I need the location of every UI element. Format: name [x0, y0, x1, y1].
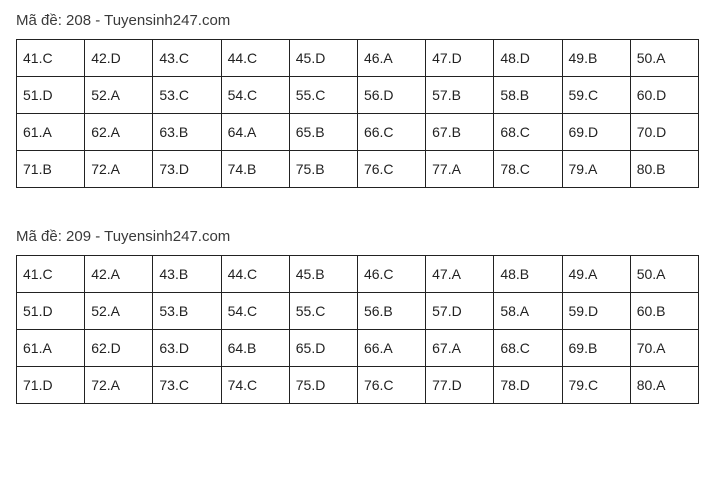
answer-cell: 60.B [630, 293, 698, 330]
answer-cell: 53.B [153, 293, 221, 330]
answer-cell: 71.B [17, 151, 85, 188]
answer-block-1: Mã đề: 209 - Tuyensinh247.com 41.C42.A43.… [16, 228, 699, 404]
answer-cell: 42.A [85, 256, 153, 293]
answer-cell: 53.C [153, 77, 221, 114]
answer-cell: 58.B [494, 77, 562, 114]
answer-cell: 65.B [289, 114, 357, 151]
answer-cell: 64.B [221, 330, 289, 367]
answer-cell: 63.B [153, 114, 221, 151]
answer-cell: 41.C [17, 256, 85, 293]
answer-cell: 74.B [221, 151, 289, 188]
answer-cell: 69.D [562, 114, 630, 151]
answer-cell: 68.C [494, 330, 562, 367]
answer-cell: 58.A [494, 293, 562, 330]
answer-cell: 56.B [357, 293, 425, 330]
table-row: 71.D72.A73.C74.C75.D76.C77.D78.D79.C80.A [17, 367, 699, 404]
answer-cell: 49.A [562, 256, 630, 293]
answer-cell: 73.D [153, 151, 221, 188]
answer-cell: 61.A [17, 114, 85, 151]
table-row: 71.B72.A73.D74.B75.B76.C77.A78.C79.A80.B [17, 151, 699, 188]
answer-cell: 59.C [562, 77, 630, 114]
block-title: Mã đề: 208 - Tuyensinh247.com [16, 12, 699, 29]
table-row: 41.C42.A43.B44.C45.B46.C47.A48.B49.A50.A [17, 256, 699, 293]
answer-cell: 45.D [289, 40, 357, 77]
answer-cell: 79.A [562, 151, 630, 188]
answer-cell: 72.A [85, 367, 153, 404]
answer-cell: 73.C [153, 367, 221, 404]
answer-cell: 49.B [562, 40, 630, 77]
answer-cell: 44.C [221, 40, 289, 77]
answer-cell: 46.C [357, 256, 425, 293]
answer-cell: 74.C [221, 367, 289, 404]
answer-cell: 67.B [426, 114, 494, 151]
answer-cell: 47.D [426, 40, 494, 77]
answer-cell: 75.D [289, 367, 357, 404]
answer-cell: 77.D [426, 367, 494, 404]
answer-cell: 75.B [289, 151, 357, 188]
answer-cell: 51.D [17, 77, 85, 114]
answer-cell: 62.A [85, 114, 153, 151]
answer-cell: 79.C [562, 367, 630, 404]
answer-cell: 59.D [562, 293, 630, 330]
answer-cell: 69.B [562, 330, 630, 367]
answer-cell: 63.D [153, 330, 221, 367]
answer-cell: 48.D [494, 40, 562, 77]
table-row: 51.D52.A53.C54.C55.C56.D57.B58.B59.C60.D [17, 77, 699, 114]
answer-cell: 64.A [221, 114, 289, 151]
answer-cell: 80.A [630, 367, 698, 404]
answer-cell: 43.B [153, 256, 221, 293]
answer-cell: 78.C [494, 151, 562, 188]
answer-block-0: Mã đề: 208 - Tuyensinh247.com 41.C42.D43.… [16, 12, 699, 188]
answer-cell: 67.A [426, 330, 494, 367]
answer-cell: 43.C [153, 40, 221, 77]
table-row: 61.A62.D63.D64.B65.D66.A67.A68.C69.B70.A [17, 330, 699, 367]
table-row: 41.C42.D43.C44.C45.D46.A47.D48.D49.B50.A [17, 40, 699, 77]
answer-cell: 65.D [289, 330, 357, 367]
answer-cell: 52.A [85, 77, 153, 114]
answer-cell: 61.A [17, 330, 85, 367]
answer-cell: 56.D [357, 77, 425, 114]
answer-cell: 54.C [221, 293, 289, 330]
answer-cell: 70.D [630, 114, 698, 151]
table-row: 61.A62.A63.B64.A65.B66.C67.B68.C69.D70.D [17, 114, 699, 151]
answer-cell: 45.B [289, 256, 357, 293]
answer-cell: 42.D [85, 40, 153, 77]
answer-cell: 71.D [17, 367, 85, 404]
answer-cell: 47.A [426, 256, 494, 293]
answer-cell: 54.C [221, 77, 289, 114]
answer-cell: 60.D [630, 77, 698, 114]
answer-table: 41.C42.D43.C44.C45.D46.A47.D48.D49.B50.A… [16, 39, 699, 188]
answer-cell: 76.C [357, 367, 425, 404]
answer-cell: 44.C [221, 256, 289, 293]
answer-cell: 66.A [357, 330, 425, 367]
table-row: 51.D52.A53.B54.C55.C56.B57.D58.A59.D60.B [17, 293, 699, 330]
answer-cell: 68.C [494, 114, 562, 151]
answer-cell: 55.C [289, 77, 357, 114]
answer-cell: 76.C [357, 151, 425, 188]
answer-cell: 66.C [357, 114, 425, 151]
answer-cell: 78.D [494, 367, 562, 404]
answer-cell: 51.D [17, 293, 85, 330]
answer-cell: 72.A [85, 151, 153, 188]
answer-table: 41.C42.A43.B44.C45.B46.C47.A48.B49.A50.A… [16, 255, 699, 404]
answer-cell: 57.D [426, 293, 494, 330]
answer-cell: 55.C [289, 293, 357, 330]
block-title: Mã đề: 209 - Tuyensinh247.com [16, 228, 699, 245]
answer-cell: 48.B [494, 256, 562, 293]
answer-cell: 57.B [426, 77, 494, 114]
answer-cell: 70.A [630, 330, 698, 367]
answer-cell: 52.A [85, 293, 153, 330]
answer-cell: 50.A [630, 256, 698, 293]
answer-cell: 46.A [357, 40, 425, 77]
answer-cell: 77.A [426, 151, 494, 188]
answer-cell: 41.C [17, 40, 85, 77]
answer-cell: 62.D [85, 330, 153, 367]
answer-cell: 80.B [630, 151, 698, 188]
answer-cell: 50.A [630, 40, 698, 77]
